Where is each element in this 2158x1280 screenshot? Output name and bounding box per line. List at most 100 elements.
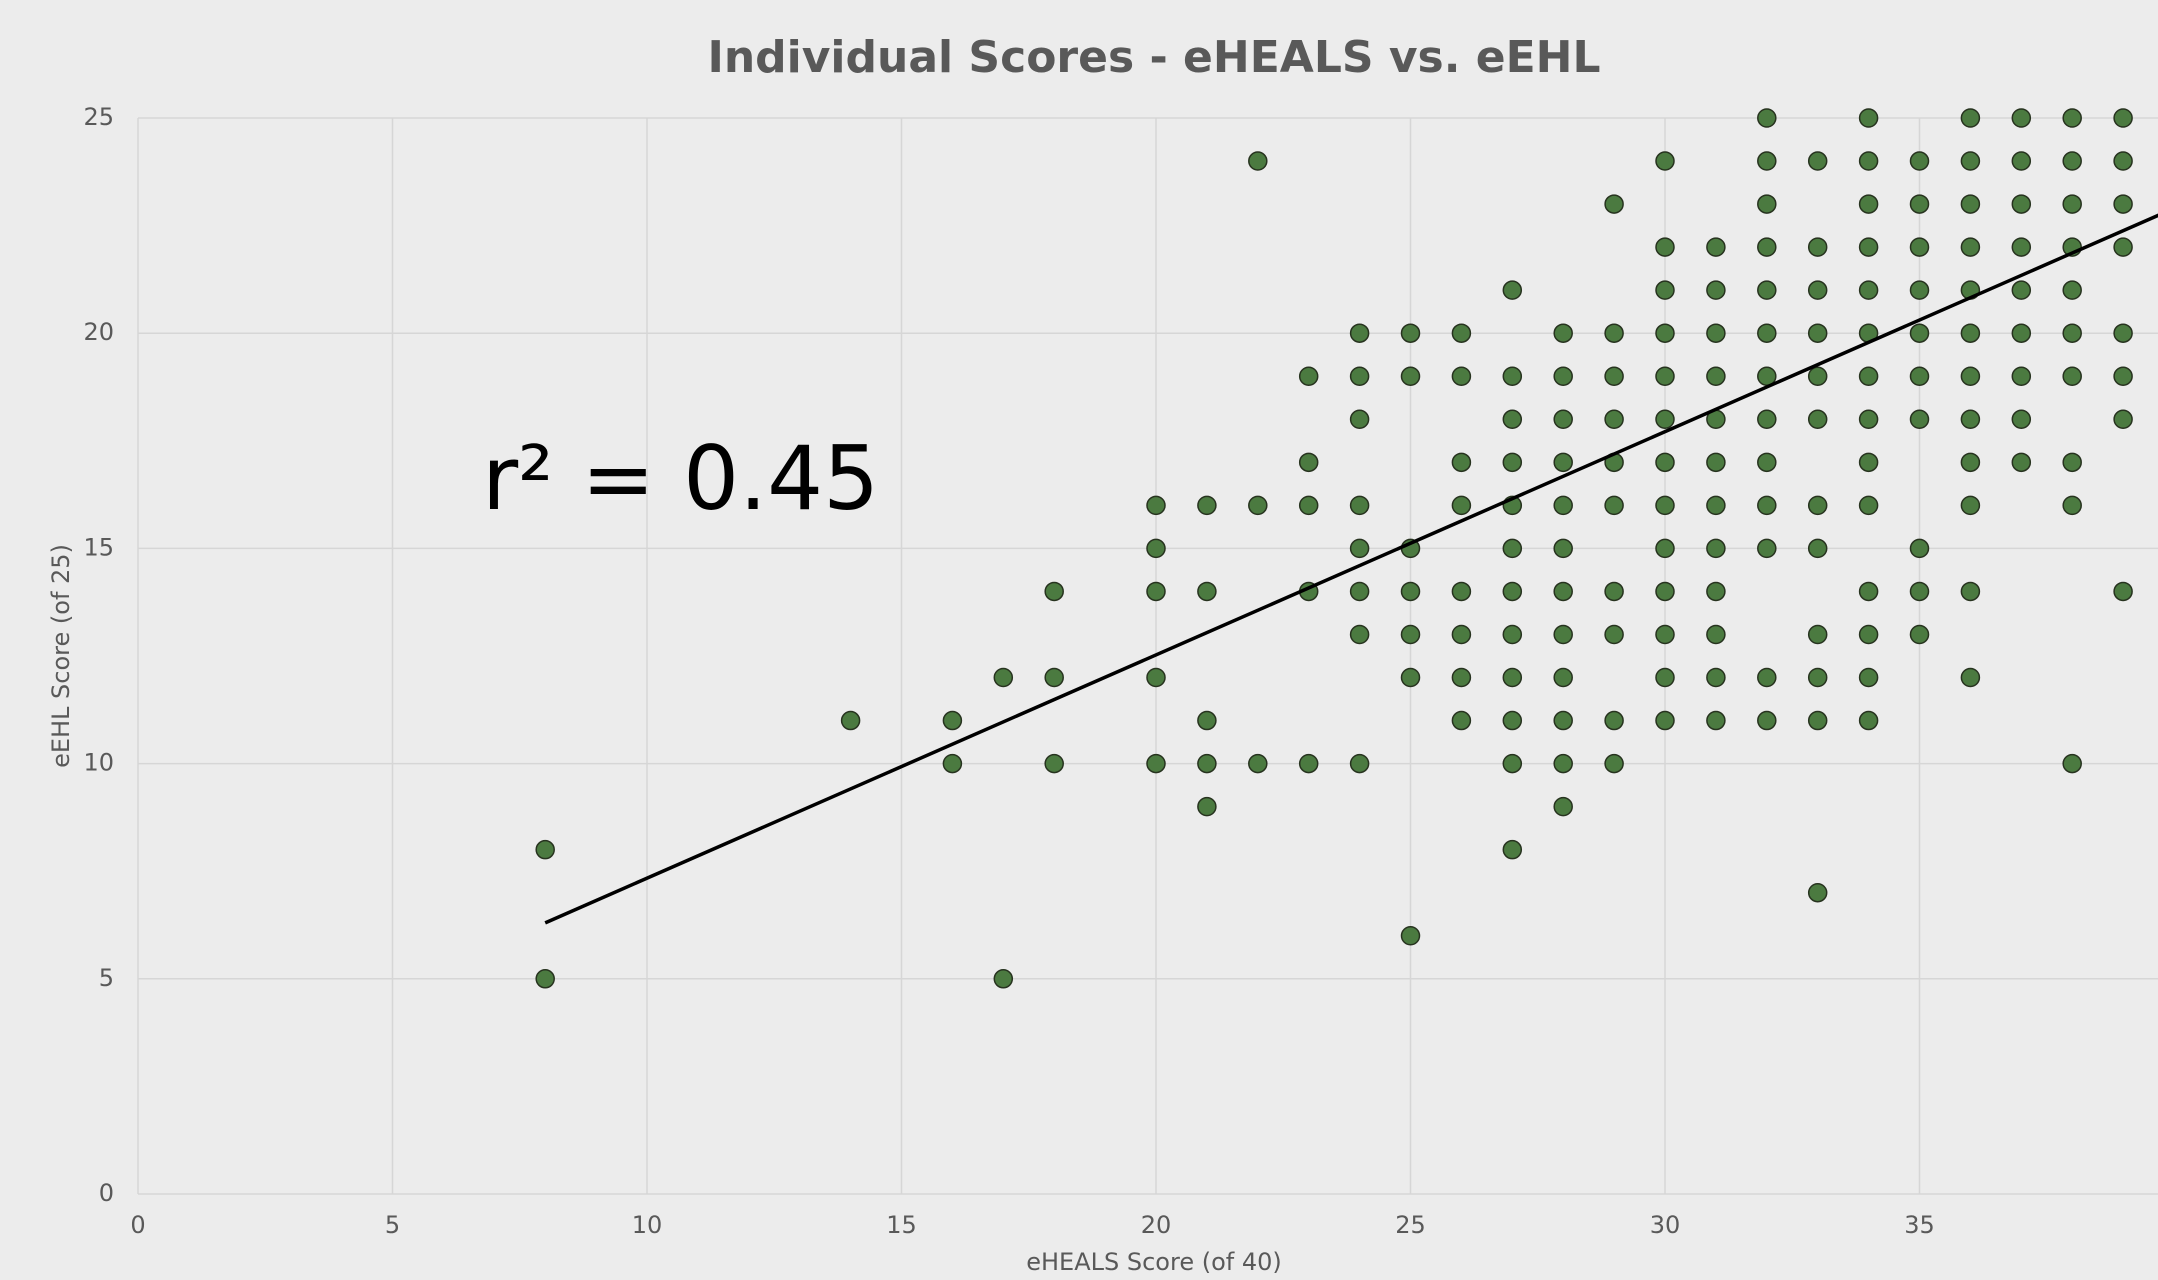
point <box>2113 108 2133 128</box>
point <box>1706 710 1726 731</box>
x-tick-label: 10 <box>632 1211 663 1239</box>
point <box>1909 581 1930 602</box>
point <box>2011 323 2032 343</box>
point <box>840 710 861 731</box>
point <box>1248 753 1268 774</box>
point <box>1706 624 1726 645</box>
point <box>1858 194 1879 214</box>
point <box>1807 710 1828 731</box>
point <box>1858 452 1879 473</box>
point <box>2113 581 2133 602</box>
point <box>1757 194 1777 214</box>
point <box>1298 753 1319 774</box>
point <box>2062 194 2082 214</box>
point <box>1706 452 1726 473</box>
point <box>1807 237 1828 257</box>
chart-title: Individual Scores - eHEALS vs. eEHL <box>707 32 1600 83</box>
point <box>1858 409 1879 430</box>
point <box>1960 409 1981 430</box>
point <box>1604 409 1624 430</box>
y-tick-label: 25 <box>83 103 114 131</box>
point <box>1400 581 1421 602</box>
point <box>1451 495 1472 516</box>
y-axis-label: eEHL Score (of 25) <box>47 544 75 768</box>
point <box>993 667 1014 688</box>
point <box>1960 151 1981 171</box>
point <box>1146 667 1166 688</box>
point <box>2062 323 2082 343</box>
x-tick-label: 5 <box>385 1211 400 1239</box>
point <box>1044 753 1064 774</box>
point <box>1757 710 1777 731</box>
point <box>1757 280 1777 300</box>
point <box>2011 237 2032 257</box>
point <box>1909 366 1930 386</box>
point <box>1858 108 1879 128</box>
point <box>1858 710 1879 731</box>
point <box>1655 237 1675 257</box>
point <box>1553 753 1573 774</box>
point <box>1604 323 1624 343</box>
point <box>1553 538 1573 559</box>
point <box>1706 581 1726 602</box>
x-axis-label: eHEALS Score (of 40) <box>1026 1248 1282 1276</box>
point <box>1655 581 1675 602</box>
point <box>1400 926 1421 946</box>
point <box>1655 280 1675 300</box>
point <box>1298 495 1319 516</box>
x-tick-label: 15 <box>886 1211 917 1239</box>
point <box>1909 280 1930 300</box>
point <box>1858 667 1879 688</box>
point <box>1655 667 1675 688</box>
point <box>1807 495 1828 516</box>
point <box>1400 624 1421 645</box>
point <box>1655 495 1675 516</box>
point <box>1197 710 1217 731</box>
point <box>1451 624 1472 645</box>
point <box>1553 409 1573 430</box>
point <box>2062 495 2082 516</box>
point <box>1197 796 1217 817</box>
point <box>1960 667 1981 688</box>
point <box>2011 108 2032 128</box>
point <box>1502 366 1523 386</box>
point <box>1502 280 1523 300</box>
point <box>1146 581 1166 602</box>
point <box>1807 366 1828 386</box>
point <box>1298 366 1319 386</box>
point <box>1553 796 1573 817</box>
point <box>1044 667 1064 688</box>
point <box>1757 151 1777 171</box>
point <box>1909 323 1930 343</box>
point <box>1655 366 1675 386</box>
point <box>1604 366 1624 386</box>
point <box>1706 366 1726 386</box>
y-tick-label: 5 <box>99 964 114 992</box>
point <box>1451 581 1472 602</box>
y-tick-label: 10 <box>83 749 114 777</box>
point <box>1807 667 1828 688</box>
point <box>1960 194 1981 214</box>
point <box>1960 452 1981 473</box>
point <box>1807 280 1828 300</box>
point <box>1349 409 1370 430</box>
point <box>1044 581 1064 602</box>
point <box>1807 538 1828 559</box>
point <box>2011 409 2032 430</box>
point <box>2113 237 2133 257</box>
point <box>1757 452 1777 473</box>
point <box>1604 753 1624 774</box>
point <box>2113 151 2133 171</box>
point <box>1502 624 1523 645</box>
point <box>2062 452 2082 473</box>
point <box>1757 108 1777 128</box>
y-tick-label: 0 <box>99 1179 114 1207</box>
point <box>1604 624 1624 645</box>
y-tick-label: 15 <box>83 533 114 561</box>
point <box>1604 581 1624 602</box>
point <box>1553 581 1573 602</box>
point <box>1655 151 1675 171</box>
